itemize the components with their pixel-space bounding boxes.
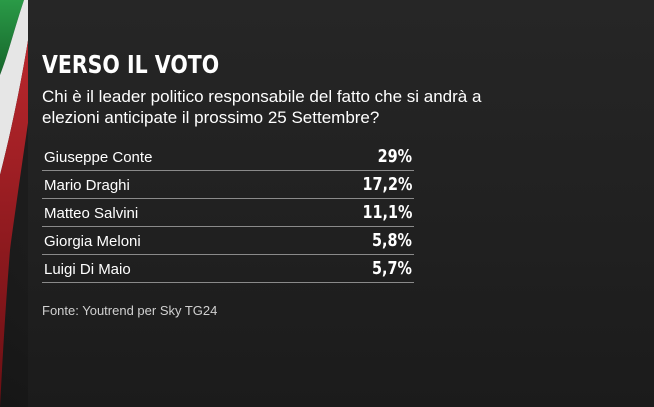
table-row: Luigi Di Maio 5,7% [42, 255, 414, 283]
flag-green-band [0, 0, 24, 75]
leader-percentage: 5,7% [372, 258, 412, 279]
source-note: Fonte: Youtrend per Sky TG24 [42, 303, 218, 318]
leader-percentage: 5,8% [372, 230, 412, 251]
table-row: Giuseppe Conte 29% [42, 143, 414, 171]
poll-question: Chi è il leader politico responsabile de… [42, 87, 482, 127]
leader-name: Giorgia Meloni [44, 233, 141, 250]
flag-white-band [0, 0, 34, 175]
table-row: Matteo Salvini 11,1% [42, 199, 414, 227]
leader-name: Matteo Salvini [44, 205, 139, 222]
leader-name: Giuseppe Conte [44, 149, 153, 166]
leader-percentage: 17,2% [362, 174, 412, 195]
results-table: Giuseppe Conte 29% Mario Draghi 17,2% Matteo… [42, 143, 414, 283]
leader-name: Mario Draghi [44, 177, 130, 194]
table-row: Mario Draghi 17,2% [42, 171, 414, 199]
leader-percentage: 11,1% [362, 202, 412, 223]
poll-title: VERSO IL VOTO [42, 50, 220, 79]
content-panel [28, 0, 654, 407]
leader-percentage: 29% [377, 146, 412, 167]
table-row: Giorgia Meloni 5,8% [42, 227, 414, 255]
leader-name: Luigi Di Maio [44, 261, 131, 278]
